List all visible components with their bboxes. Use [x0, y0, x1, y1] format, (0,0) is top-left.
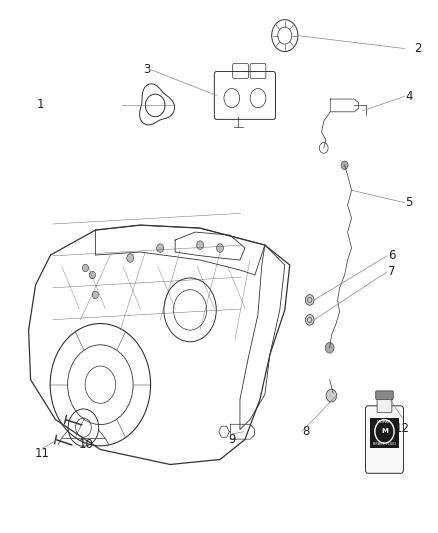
Circle shape — [216, 244, 223, 252]
Circle shape — [305, 314, 314, 325]
Circle shape — [89, 271, 95, 279]
Circle shape — [325, 343, 334, 353]
Text: 6: 6 — [388, 249, 395, 262]
Circle shape — [92, 291, 99, 298]
Circle shape — [341, 161, 348, 169]
Text: 5: 5 — [405, 196, 413, 209]
Circle shape — [197, 241, 204, 249]
Text: 3: 3 — [143, 63, 151, 76]
Text: 7: 7 — [388, 265, 395, 278]
FancyBboxPatch shape — [365, 406, 403, 473]
Circle shape — [305, 295, 314, 305]
FancyBboxPatch shape — [377, 395, 392, 413]
Circle shape — [326, 389, 337, 402]
Text: 9: 9 — [228, 433, 236, 446]
Text: 1: 1 — [36, 98, 44, 111]
Text: M: M — [381, 429, 388, 434]
Circle shape — [157, 244, 164, 252]
Text: BRAKE FLUID: BRAKE FLUID — [373, 442, 396, 446]
FancyBboxPatch shape — [370, 418, 399, 448]
Text: 2: 2 — [414, 42, 421, 55]
Text: 11: 11 — [35, 447, 49, 460]
Circle shape — [375, 420, 394, 443]
FancyBboxPatch shape — [376, 391, 393, 399]
Text: MOPAR: MOPAR — [377, 420, 392, 424]
Circle shape — [82, 264, 88, 272]
Circle shape — [127, 254, 134, 262]
Text: 8: 8 — [303, 425, 310, 438]
Text: 4: 4 — [405, 90, 413, 103]
Text: 12: 12 — [395, 422, 410, 435]
Text: 10: 10 — [78, 438, 93, 451]
